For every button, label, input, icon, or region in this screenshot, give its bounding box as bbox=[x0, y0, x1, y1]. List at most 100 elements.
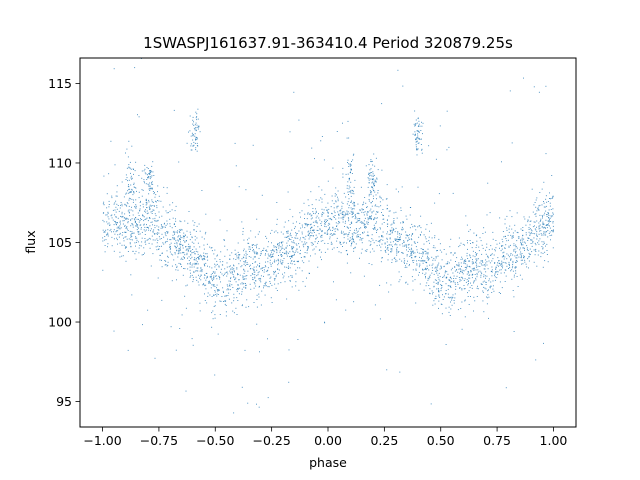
data-point bbox=[193, 127, 195, 129]
data-point bbox=[164, 232, 166, 234]
data-point bbox=[212, 284, 214, 286]
data-point bbox=[310, 242, 312, 244]
data-point bbox=[419, 263, 421, 265]
data-point bbox=[267, 274, 269, 276]
data-point bbox=[536, 197, 538, 199]
data-point bbox=[303, 256, 305, 258]
data-point bbox=[309, 213, 311, 215]
data-point bbox=[264, 283, 266, 284]
data-point bbox=[310, 231, 312, 233]
data-point bbox=[491, 292, 493, 293]
data-point bbox=[480, 283, 482, 285]
data-point bbox=[291, 275, 293, 277]
data-point bbox=[124, 204, 126, 206]
data-point bbox=[524, 218, 526, 220]
data-point bbox=[514, 230, 516, 232]
data-point bbox=[318, 241, 319, 242]
data-point bbox=[128, 192, 130, 194]
data-point bbox=[248, 237, 250, 239]
data-point bbox=[505, 244, 507, 246]
data-point bbox=[353, 201, 355, 203]
data-point bbox=[492, 231, 494, 233]
data-point bbox=[194, 259, 196, 261]
data-point bbox=[192, 276, 194, 278]
data-point bbox=[491, 275, 493, 277]
data-point bbox=[323, 209, 325, 211]
data-point bbox=[486, 243, 488, 245]
data-point bbox=[544, 251, 546, 253]
data-point bbox=[363, 209, 364, 211]
data-point bbox=[435, 158, 437, 160]
data-point bbox=[254, 253, 256, 255]
data-point bbox=[483, 264, 485, 266]
data-point bbox=[542, 223, 544, 225]
data-point bbox=[196, 150, 198, 152]
data-point bbox=[185, 285, 187, 287]
data-point bbox=[496, 270, 498, 272]
data-point bbox=[368, 235, 370, 237]
data-point bbox=[196, 138, 198, 140]
data-point bbox=[466, 255, 468, 257]
data-point bbox=[548, 233, 550, 234]
data-point bbox=[144, 234, 146, 235]
data-point bbox=[154, 196, 156, 198]
data-point bbox=[348, 218, 350, 220]
data-point bbox=[136, 224, 138, 226]
data-point bbox=[470, 296, 471, 297]
data-point bbox=[386, 208, 388, 210]
data-point bbox=[158, 229, 160, 231]
data-point bbox=[349, 227, 351, 229]
data-point bbox=[123, 217, 125, 219]
data-point bbox=[169, 223, 171, 225]
data-point bbox=[396, 254, 398, 256]
data-point bbox=[454, 283, 456, 285]
data-point bbox=[342, 213, 344, 215]
data-point bbox=[115, 200, 117, 202]
data-point bbox=[416, 138, 418, 140]
data-point bbox=[175, 264, 177, 266]
data-point bbox=[452, 272, 454, 274]
data-point bbox=[131, 239, 133, 241]
data-point bbox=[216, 278, 218, 280]
data-point bbox=[440, 267, 442, 269]
data-point bbox=[163, 243, 165, 245]
data-point bbox=[405, 231, 407, 233]
data-point bbox=[158, 232, 160, 234]
data-point bbox=[362, 232, 363, 233]
data-point bbox=[311, 214, 313, 216]
data-point bbox=[114, 202, 116, 204]
data-point bbox=[335, 200, 337, 202]
data-point bbox=[396, 217, 398, 219]
data-point bbox=[538, 233, 540, 235]
data-point bbox=[130, 209, 132, 211]
data-point bbox=[182, 245, 184, 247]
data-point bbox=[148, 237, 150, 239]
data-point bbox=[151, 182, 152, 184]
data-point bbox=[175, 247, 177, 249]
data-point bbox=[304, 213, 306, 215]
data-point bbox=[471, 274, 473, 276]
data-point bbox=[182, 256, 184, 258]
data-point bbox=[381, 235, 383, 236]
data-point bbox=[330, 217, 332, 219]
data-point bbox=[368, 164, 370, 166]
data-point bbox=[366, 250, 368, 252]
data-point bbox=[234, 253, 236, 255]
data-point bbox=[318, 213, 319, 215]
data-point bbox=[387, 226, 388, 227]
data-point bbox=[485, 262, 487, 264]
data-point bbox=[384, 250, 386, 251]
data-point bbox=[123, 240, 125, 242]
data-point bbox=[486, 246, 488, 248]
data-point bbox=[198, 126, 200, 128]
data-point bbox=[350, 168, 352, 170]
data-point bbox=[450, 259, 452, 261]
data-point bbox=[191, 149, 193, 151]
data-point bbox=[155, 215, 157, 217]
data-point bbox=[270, 297, 272, 299]
data-point bbox=[139, 205, 141, 207]
data-point bbox=[247, 270, 249, 272]
data-point bbox=[342, 176, 344, 178]
data-point bbox=[353, 205, 355, 207]
data-point bbox=[308, 224, 310, 226]
